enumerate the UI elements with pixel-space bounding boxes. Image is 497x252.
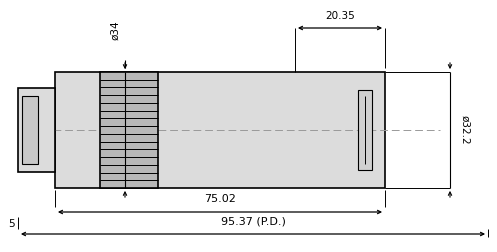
Bar bbox=[100, 72, 158, 188]
Bar bbox=[358, 90, 372, 170]
Text: 75.02: 75.02 bbox=[204, 194, 236, 204]
Text: 5: 5 bbox=[8, 219, 14, 229]
Bar bbox=[18, 88, 55, 172]
Text: ø32.2: ø32.2 bbox=[460, 115, 470, 145]
Bar bbox=[55, 72, 385, 188]
Text: 20.35: 20.35 bbox=[325, 11, 355, 21]
Text: 95.37 (P.D.): 95.37 (P.D.) bbox=[221, 216, 285, 226]
Bar bbox=[22, 96, 38, 164]
Text: ø34: ø34 bbox=[110, 20, 120, 40]
